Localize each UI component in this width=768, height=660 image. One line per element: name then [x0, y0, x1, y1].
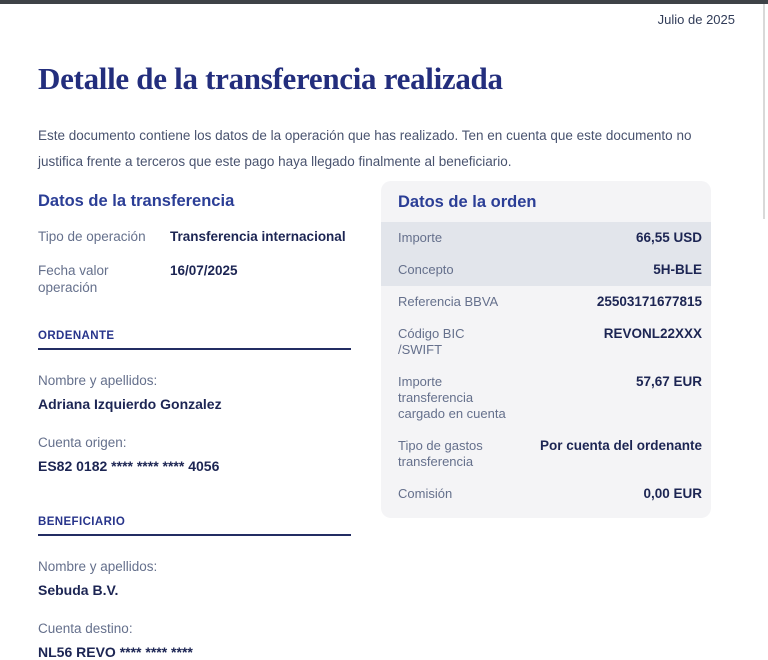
- concept-label: Concepto: [398, 262, 454, 277]
- document-page: Julio de 2025 Detalle de la transferenci…: [0, 12, 768, 660]
- bbva-reference-value: 25503171677815: [596, 294, 702, 309]
- ordering-party-heading: ORDENANTE: [38, 330, 351, 350]
- transfer-data-section: Datos de la transferencia Tipo de operac…: [38, 181, 351, 660]
- fees-type-row: Tipo de gastos transferencia Por cuenta …: [381, 430, 711, 478]
- operation-type-row: Tipo de operación Transferencia internac…: [38, 228, 351, 245]
- top-bar: [0, 0, 768, 4]
- bic-swift-value: REVONL22XXX: [603, 326, 702, 341]
- charged-amount-label: Importe transferencia cargado en cuenta: [398, 374, 506, 421]
- ordering-party-name-label: Nombre y apellidos:: [38, 373, 158, 388]
- origin-account-field: Cuenta origen: ES82 0182 **** **** **** …: [38, 435, 351, 474]
- beneficiary-heading: BENEFICIARIO: [38, 516, 351, 536]
- beneficiary-name-label: Nombre y apellidos:: [38, 559, 158, 574]
- value-date-value: 16/07/2025: [170, 263, 238, 278]
- amount-row: Importe 66,55 USD: [381, 222, 711, 254]
- bbva-reference-row: Referencia BBVA 25503171677815: [381, 286, 711, 318]
- destination-account-field: Cuenta destino: NL56 REVO **** **** ****: [38, 621, 351, 660]
- value-date-label: Fecha valor operación: [38, 263, 109, 295]
- transfer-section-heading: Datos de la transferencia: [38, 192, 235, 210]
- fees-type-label: Tipo de gastos transferencia: [398, 438, 483, 469]
- commission-label: Comisión: [398, 486, 453, 501]
- concept-value: 5H-BLE: [653, 262, 702, 277]
- beneficiary-name-field: Nombre y apellidos: Sebuda B.V.: [38, 559, 351, 598]
- ordering-party-name-field: Nombre y apellidos: Adriana Izquierdo Go…: [38, 373, 351, 412]
- value-date-row: Fecha valor operación 16/07/2025: [38, 262, 351, 296]
- order-data-card: Datos de la orden Importe 66,55 USD Conc…: [381, 181, 711, 518]
- operation-type-label: Tipo de operación: [38, 229, 146, 244]
- bbva-reference-label: Referencia BBVA: [398, 294, 499, 309]
- scrollbar-thumb[interactable]: [763, 4, 765, 219]
- document-date: Julio de 2025: [657, 12, 735, 27]
- operation-type-value: Transferencia internacional: [170, 229, 346, 244]
- bic-swift-label: Código BIC /SWIFT: [398, 326, 465, 357]
- fees-type-value: Por cuenta del ordenante: [539, 438, 702, 453]
- commission-row: Comisión 0,00 EUR: [381, 478, 711, 510]
- ordering-party-section: ORDENANTE Nombre y apellidos: Adriana Iz…: [38, 330, 351, 474]
- page-title: Detalle de la transferencia realizada: [38, 61, 503, 96]
- origin-account-value: ES82 0182 **** **** **** 4056: [38, 458, 220, 474]
- intro-text: Este documento contiene los datos de la …: [38, 128, 692, 169]
- order-section-heading: Datos de la orden: [398, 193, 537, 211]
- charged-amount-value: 57,67 EUR: [635, 374, 702, 389]
- beneficiary-name-value: Sebuda B.V.: [38, 582, 119, 598]
- concept-row: Concepto 5H-BLE: [381, 254, 711, 286]
- commission-value: 0,00 EUR: [643, 486, 702, 501]
- destination-account-label: Cuenta destino:: [38, 621, 133, 636]
- amount-value: 66,55 USD: [635, 230, 702, 245]
- two-column-layout: Datos de la transferencia Tipo de operac…: [38, 181, 735, 660]
- bic-swift-row: Código BIC /SWIFT REVONL22XXX: [381, 318, 711, 366]
- origin-account-label: Cuenta origen:: [38, 435, 127, 450]
- destination-account-value: NL56 REVO **** **** ****: [38, 644, 193, 660]
- beneficiary-section: BENEFICIARIO Nombre y apellidos: Sebuda …: [38, 516, 351, 660]
- amount-label: Importe: [398, 230, 443, 245]
- ordering-party-name-value: Adriana Izquierdo Gonzalez: [38, 396, 222, 412]
- charged-amount-row: Importe transferencia cargado en cuenta …: [381, 366, 711, 430]
